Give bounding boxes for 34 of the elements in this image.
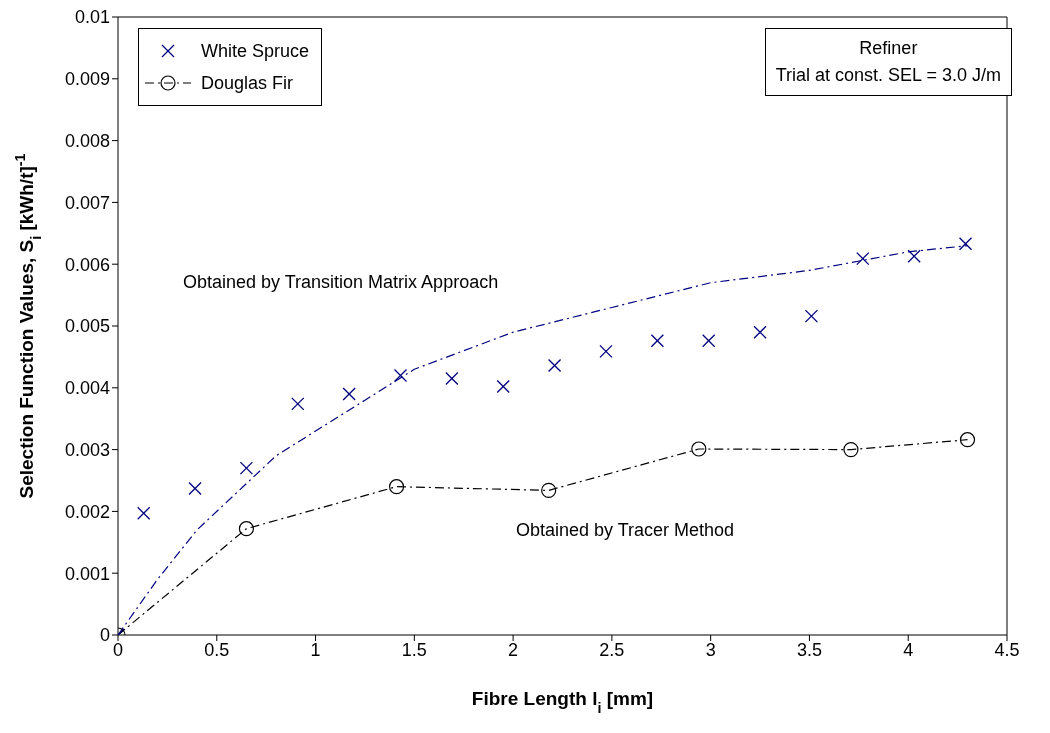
y-tick-label: 0.003 (64, 439, 110, 460)
annotation: Trial at const. SEL = 3.0 J/m (775, 64, 1001, 87)
point (238, 521, 255, 537)
x-tick-label: 3.5 (796, 639, 822, 660)
point (388, 479, 405, 495)
y-tick-label: 0.002 (64, 501, 110, 522)
y-tick-label: 0.006 (64, 254, 110, 275)
x-tick-label: 0 (112, 639, 124, 660)
x-tick-label: 2.5 (599, 639, 625, 660)
annotation: Obtained by Tracer Method (516, 520, 735, 541)
y-tick-label: 0.01 (74, 7, 110, 28)
x-tick-label: 4 (903, 639, 914, 660)
y-tick-label: 0 (99, 625, 110, 646)
annotation: Obtained by Transition Matrix Approach (183, 272, 499, 293)
x-tick-label: 1 (310, 639, 321, 660)
x-tick-label: 1.5 (401, 639, 427, 660)
x-axis-title: Fibre Length l$_{i}$ [mm] (471, 688, 654, 716)
annotation: Refiner (858, 37, 919, 60)
y-tick-label: 0.005 (64, 316, 110, 337)
x-tick-label: 0.5 (204, 639, 230, 660)
y-tick-label: 0.008 (64, 130, 110, 151)
legend-label: Douglas Fir (201, 72, 294, 94)
y-tick-label: 0.009 (64, 69, 110, 90)
y-tick-label: 0.004 (64, 378, 110, 399)
y-tick-label: 0.001 (64, 563, 110, 584)
point (541, 482, 557, 498)
x-tick-label: 2 (508, 639, 519, 660)
x-tick-label: 4.5 (994, 639, 1020, 660)
point (959, 432, 976, 448)
y-tick-label: 0.007 (64, 192, 110, 213)
point (691, 441, 707, 457)
point (843, 442, 859, 458)
legend-label: White Spruce (201, 40, 310, 62)
x-tick-label: 3 (705, 639, 716, 660)
